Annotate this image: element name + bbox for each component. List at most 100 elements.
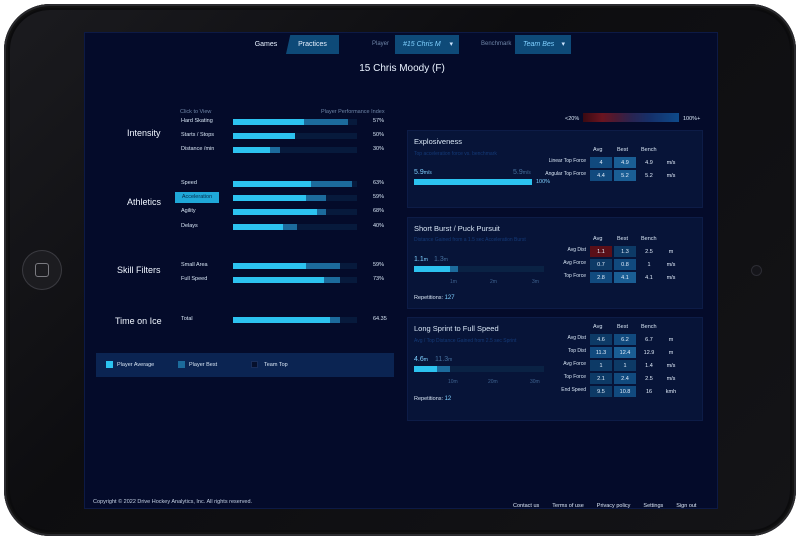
metric-button[interactable]: Full Speed [181, 276, 208, 283]
table-row-label: Top Dist [567, 348, 586, 354]
ppi-bar [233, 195, 357, 202]
explosiveness-value: 5.9m/s [414, 169, 432, 176]
ppi-bar-avg [233, 181, 312, 187]
sprint-reps: Repetitions: 12 [414, 396, 452, 402]
table-cell: 4.9 [614, 157, 636, 168]
burst-bench: 1.3m [434, 256, 448, 263]
tick-3: 30m [530, 379, 540, 385]
table-cell: 4.9 [645, 159, 653, 166]
table-cell: m [668, 349, 674, 356]
panel-title: Explosiveness [414, 137, 462, 146]
player-dropdown[interactable]: #15 Chris M ▾ [395, 35, 459, 54]
footer-link-terms[interactable]: Terms of use [552, 503, 584, 509]
metric-button[interactable]: Total [181, 316, 193, 322]
benchmark-dropdown[interactable]: Team Bes ▾ [515, 35, 571, 54]
metric-button[interactable]: Acceleration [175, 192, 219, 204]
ppi-bar [233, 209, 357, 216]
burst-bar-fill [414, 266, 451, 272]
ppi-bar-avg [233, 147, 271, 154]
legend-avg: Player Average [117, 362, 155, 368]
ppi-header: Player Performance Index [321, 109, 385, 115]
table-cell: 9.5 [590, 386, 612, 397]
ppi-bar-avg [233, 223, 283, 230]
table-cell: m/s [666, 362, 676, 369]
ppi-value: 63% [373, 180, 385, 186]
explosiveness-bench: 5.9m/s [513, 169, 531, 176]
table-header: Best [617, 147, 629, 153]
burst-bar [414, 266, 544, 272]
legend: Player Average Player Best Team Top [96, 353, 394, 377]
metric-button[interactable]: Delays [181, 222, 198, 229]
ppi-bar [233, 317, 357, 323]
ppi-value: 59% [373, 194, 385, 201]
ppi-bar-avg [233, 195, 307, 202]
legend-swatch-avg [106, 361, 113, 368]
home-icon [35, 263, 49, 277]
footer-link-privacy[interactable]: Privacy policy [596, 503, 631, 509]
table-cell: 6.7 [645, 336, 653, 343]
short-burst-panel: Short Burst / Puck Pursuit Distance Gain… [407, 217, 703, 309]
table-header: Bench [641, 324, 657, 330]
tick-1: 1m [450, 279, 457, 285]
table-header: Best [617, 324, 629, 330]
app-screen: Games Practices Player #15 Chris M ▾ Benc… [84, 32, 718, 509]
ppi-value: 68% [373, 208, 385, 215]
table-header: Bench [641, 236, 657, 242]
ppi-value: 73% [373, 276, 385, 283]
ppi-bar-avg [233, 263, 307, 269]
table-cell: 1 [614, 360, 636, 371]
panel-title: Long Sprint to Full Speed [414, 324, 499, 333]
player-value: #15 Chris M [403, 41, 441, 48]
home-button[interactable] [22, 250, 62, 290]
table-cell: 1 [647, 261, 651, 268]
table-cell: 11.3 [590, 347, 612, 358]
ppi-bar-avg [233, 277, 324, 284]
section-title: Athletics [127, 197, 162, 208]
table-row-label: Top Force [563, 374, 586, 380]
ppi-bar-avg [233, 133, 295, 140]
metric-button[interactable]: Speed [181, 180, 197, 186]
panel-title: Short Burst / Puck Pursuit [414, 224, 500, 233]
tick-3: 3m [532, 279, 539, 285]
table-cell: 0.8 [614, 259, 636, 270]
chevron-down-icon: ▾ [561, 41, 565, 48]
tab-games[interactable]: Games [254, 41, 278, 48]
ppi-value: 50% [373, 132, 385, 139]
metric-button[interactable]: Small Area [181, 262, 208, 268]
section-title: Skill Filters [117, 265, 161, 276]
copyright: Copyright © 2022 Drive Hockey Analytics,… [93, 499, 253, 505]
table-header: Best [617, 236, 629, 242]
explosiveness-pct: 100% [536, 179, 551, 185]
tab-practices[interactable]: Practices [286, 35, 339, 54]
table-header: Avg [593, 236, 603, 242]
ppi-bar [233, 147, 357, 154]
metric-button[interactable]: Starts / Stops [181, 132, 215, 139]
panel-subtitle: Top acceleration force vs. benchmark [414, 151, 497, 157]
table-cell: 4.1 [614, 272, 636, 283]
burst-value: 1.1m [414, 256, 428, 263]
sprint-bar-fill [414, 366, 438, 372]
table-cell: 4.1 [645, 274, 653, 281]
scale-high-label: 100%+ [683, 116, 701, 122]
footer-link-signout[interactable]: Sign out [676, 503, 697, 509]
table-cell: m/s [666, 172, 676, 179]
table-cell: 12.9 [643, 349, 655, 356]
footer-link-contact[interactable]: Contact us [513, 503, 540, 509]
metric-button[interactable]: Agility [181, 208, 196, 215]
footer-links: Contact us Terms of use Privacy policy S… [513, 503, 717, 509]
table-cell: 2.4 [614, 373, 636, 384]
legend-best: Player Best [189, 362, 218, 368]
footer-link-settings[interactable]: Settings [643, 503, 664, 509]
page-title: 15 Chris Moody (F) [359, 63, 445, 74]
legend-team: Team Top [264, 362, 288, 368]
long-sprint-panel: Long Sprint to Full Speed Avg / Top Dist… [407, 317, 703, 421]
sprint-bar [414, 366, 544, 372]
ppi-bar-avg [233, 317, 330, 323]
table-cell: 0.7 [590, 259, 612, 270]
table-cell: 1.4 [645, 362, 653, 369]
burst-reps: Repetitions: 127 [414, 295, 455, 301]
metric-button[interactable]: Hard Skating [181, 118, 213, 124]
legend-swatch-best [178, 361, 185, 368]
table-row-label: Avg Dist [567, 247, 586, 253]
metric-button[interactable]: Distance /min [181, 146, 215, 153]
